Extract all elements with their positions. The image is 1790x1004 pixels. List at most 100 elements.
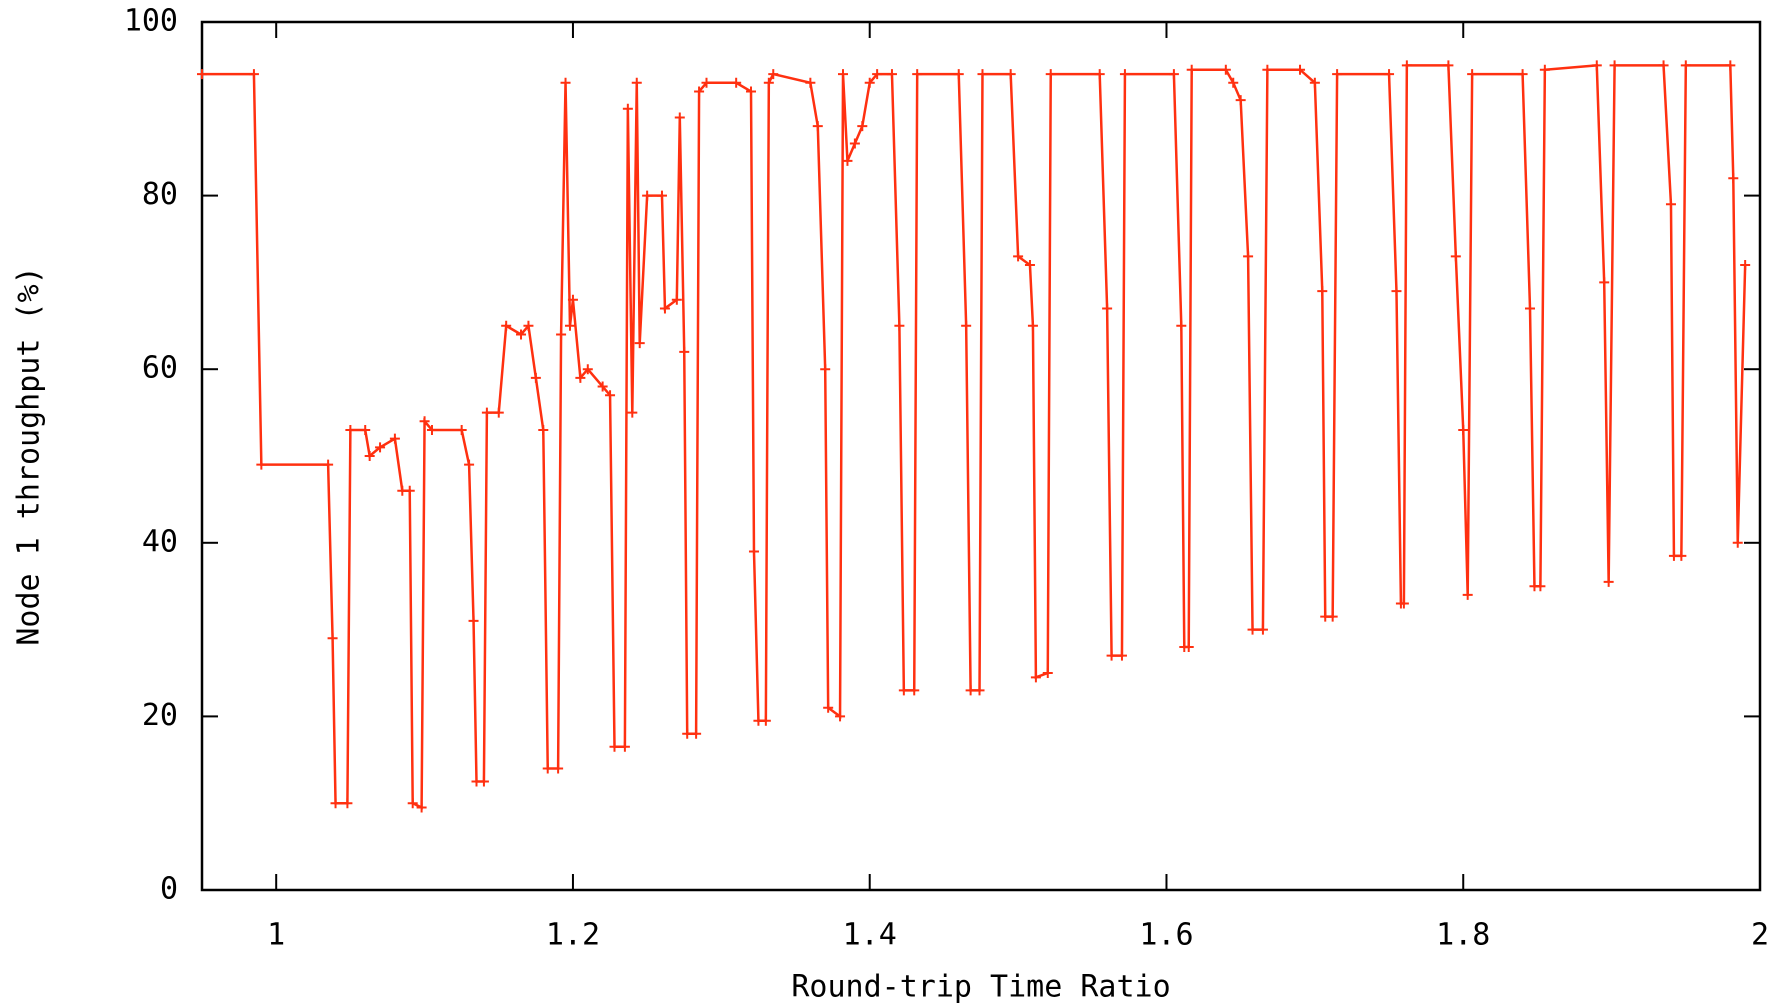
data-point xyxy=(419,416,430,427)
data-point xyxy=(1183,641,1194,652)
data-point xyxy=(760,715,771,726)
data-point xyxy=(538,424,549,435)
data-point xyxy=(731,77,742,88)
data-point xyxy=(886,69,897,80)
y-tick-label: 80 xyxy=(142,177,178,212)
data-point xyxy=(674,112,685,123)
data-point xyxy=(1658,60,1669,71)
data-point xyxy=(609,741,620,752)
data-point xyxy=(516,329,527,340)
data-point xyxy=(1327,611,1338,622)
data-point xyxy=(1030,672,1041,683)
data-point xyxy=(530,372,541,383)
data-point xyxy=(582,364,593,375)
data-point xyxy=(1384,69,1395,80)
data-point xyxy=(974,685,985,696)
data-point xyxy=(857,121,868,132)
data-point xyxy=(849,138,860,149)
data-point xyxy=(842,155,853,166)
data-point xyxy=(248,69,259,80)
data-point xyxy=(1220,64,1231,75)
y-axis-label: Node 1 throughput (%) xyxy=(12,266,47,645)
data-point xyxy=(909,685,920,696)
data-point xyxy=(1243,251,1254,262)
data-point xyxy=(965,685,976,696)
data-point xyxy=(820,364,831,375)
data-point xyxy=(977,69,988,80)
data-point xyxy=(575,372,586,383)
data-point xyxy=(1042,668,1053,678)
data-point xyxy=(597,381,608,392)
data-point xyxy=(1295,64,1306,75)
plot-frame xyxy=(200,20,1762,892)
data-point xyxy=(1725,60,1736,71)
data-point xyxy=(894,320,905,331)
data-point xyxy=(953,69,964,80)
data-point xyxy=(1262,64,1273,75)
data-point xyxy=(1539,64,1550,75)
data-point xyxy=(197,69,207,80)
data-point xyxy=(360,424,371,435)
y-tick-label: 20 xyxy=(142,698,178,733)
data-point xyxy=(812,121,823,132)
x-tick-label: 1.6 xyxy=(1139,918,1193,953)
data-point xyxy=(1591,60,1602,71)
data-point xyxy=(478,776,489,787)
data-point xyxy=(682,728,693,739)
data-point xyxy=(1665,199,1676,210)
data-point xyxy=(407,798,418,809)
data-point xyxy=(416,802,427,813)
x-tick-label: 1.2 xyxy=(546,918,600,953)
data-point xyxy=(835,711,846,722)
data-point xyxy=(342,798,353,809)
data-point xyxy=(1168,69,1179,80)
data-point xyxy=(404,485,415,496)
data-point xyxy=(1309,77,1320,88)
data-point xyxy=(656,190,667,201)
data-point xyxy=(1391,286,1402,297)
data-point xyxy=(345,424,356,435)
data-point xyxy=(426,424,437,435)
data-point xyxy=(553,763,564,774)
data-point xyxy=(323,459,334,470)
data-point xyxy=(872,69,883,80)
data-point xyxy=(1106,650,1117,661)
data-point xyxy=(567,294,578,305)
data-point xyxy=(1462,589,1473,600)
data-point xyxy=(659,303,670,314)
data-point xyxy=(1603,576,1614,587)
data-point xyxy=(256,459,267,470)
data-point xyxy=(1401,60,1412,71)
data-point xyxy=(464,459,475,470)
x-tick-label: 1 xyxy=(267,918,285,953)
data-point xyxy=(838,69,849,80)
data-point xyxy=(1398,598,1409,609)
data-point xyxy=(389,433,400,444)
data-point xyxy=(1599,277,1610,288)
data-point xyxy=(456,424,467,435)
data-point xyxy=(671,294,682,305)
data-point xyxy=(912,69,923,80)
data-point xyxy=(330,798,341,809)
data-point xyxy=(1176,320,1187,331)
data-point xyxy=(768,69,779,80)
data-point xyxy=(375,442,386,453)
data-point xyxy=(823,702,834,713)
data-point xyxy=(1676,550,1687,561)
data-point xyxy=(1186,64,1197,75)
data-point xyxy=(1116,650,1127,661)
data-point xyxy=(564,320,575,331)
data-line xyxy=(202,64,1747,810)
data-point xyxy=(1317,286,1328,297)
y-tick-label: 100 xyxy=(124,4,178,39)
data-point xyxy=(701,77,712,88)
data-point xyxy=(1609,60,1620,71)
data-point xyxy=(1257,624,1268,635)
x-axis-label: Round-trip Time Ratio xyxy=(791,970,1170,1004)
data-point xyxy=(364,451,375,461)
data-point xyxy=(1517,69,1528,80)
data-point xyxy=(1228,77,1239,88)
data-point xyxy=(679,346,690,357)
data-point xyxy=(694,86,705,97)
